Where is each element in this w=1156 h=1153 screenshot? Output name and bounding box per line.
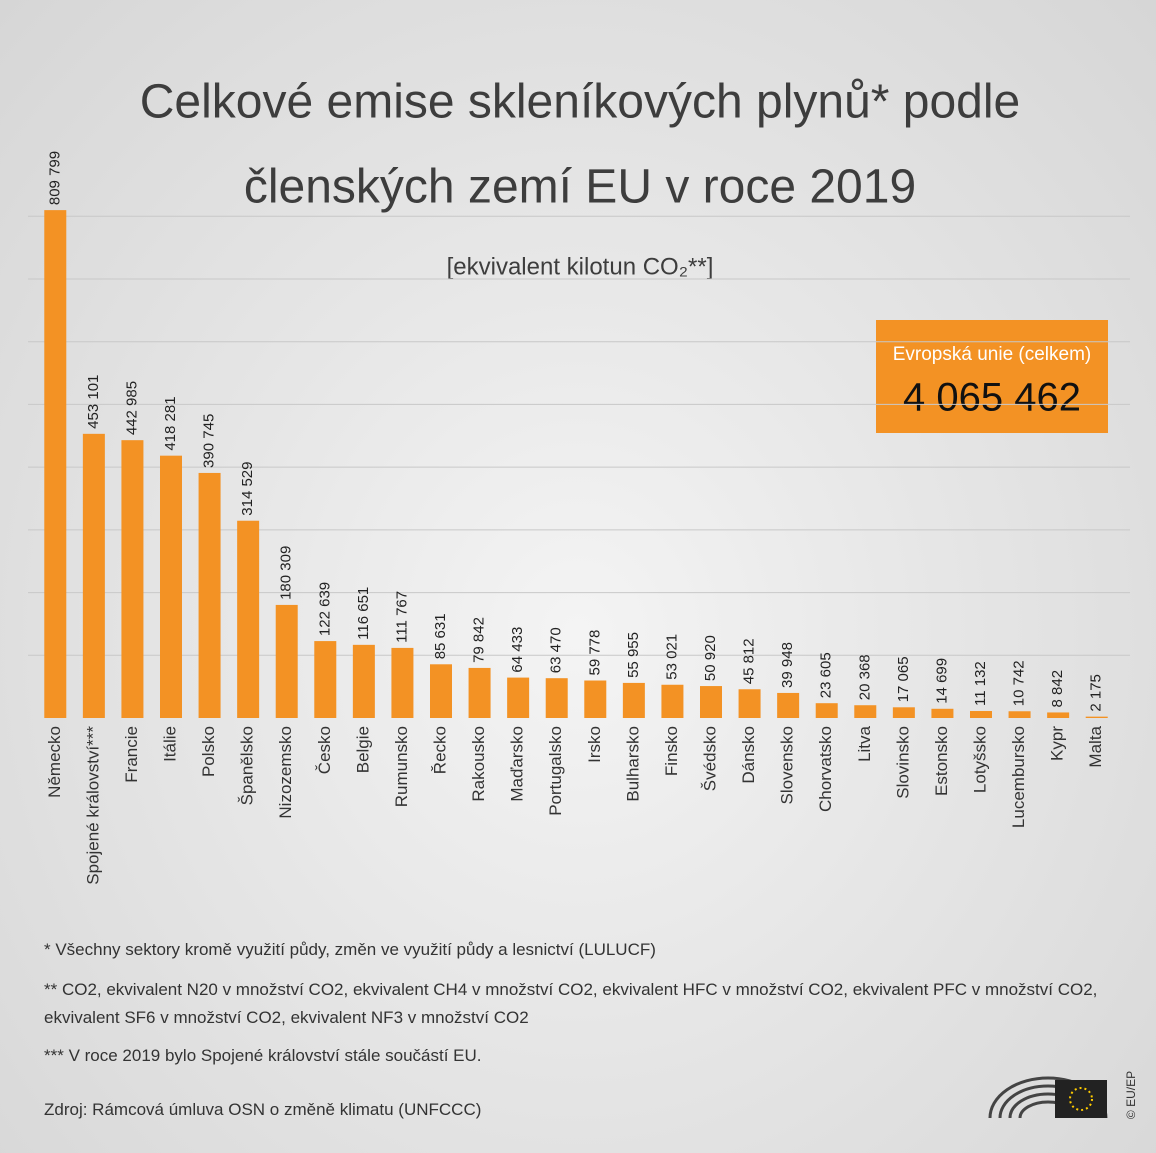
value-label: 180 309 (278, 546, 295, 600)
x-tick-label: Maďarsko (508, 726, 527, 802)
value-label: 14 699 (933, 658, 950, 704)
x-tick-label: Bulharsko (623, 726, 642, 802)
value-label: 314 529 (239, 462, 256, 516)
bar (160, 455, 182, 718)
x-tick-label: Kypr (1048, 726, 1067, 761)
bar (1085, 716, 1108, 718)
x-tick-label: Irsko (585, 726, 604, 763)
x-tick-label: Francie (122, 726, 141, 783)
value-label: 442 985 (123, 381, 140, 435)
value-label: 453 101 (85, 375, 102, 429)
x-tick-label: Polsko (199, 726, 218, 777)
x-tick-label: Belgie (353, 726, 372, 773)
value-label: 111 767 (393, 591, 410, 643)
value-label: 45 812 (741, 638, 758, 684)
x-tick-label: Lucembursko (1009, 726, 1028, 828)
bar (622, 682, 645, 718)
bar (82, 433, 105, 718)
bar (121, 440, 144, 718)
footnote: ** CO2, ekvivalent N20 v množství CO2, e… (44, 980, 1098, 1027)
bar (815, 703, 838, 718)
x-tick-label: Rumunsko (392, 726, 411, 807)
footnote: * Všechny sektory kromě využití půdy, zm… (44, 940, 656, 959)
value-label: 20 368 (856, 654, 873, 700)
value-label: 418 281 (162, 396, 179, 450)
bar (661, 684, 684, 718)
value-label: 50 920 (702, 635, 719, 681)
value-label: 122 639 (316, 582, 333, 636)
x-tick-label: Řecko (430, 726, 449, 774)
x-tick-label: Nizozemsko (276, 726, 295, 819)
credit: © EU/EP (1124, 1071, 1138, 1119)
value-label: 55 955 (625, 632, 642, 678)
bar (507, 677, 530, 718)
bar (545, 678, 568, 718)
value-label: 17 065 (895, 656, 912, 702)
x-tick-label: Lotyšsko (970, 726, 989, 793)
value-label: 10 742 (1011, 660, 1028, 706)
x-tick-label: Finsko (662, 726, 681, 776)
value-label: 53 021 (663, 634, 680, 680)
value-label: 23 605 (818, 652, 835, 698)
total-label: Evropská unie (celkem) (893, 344, 1092, 365)
x-tick-label: Portugalsko (546, 726, 565, 816)
bar (738, 689, 761, 718)
x-tick-label: Německo (45, 726, 64, 798)
chart-title: členských zemí EU v roce 2019 (244, 161, 916, 214)
chart-subtitle: [ekvivalent kilotun CO₂**] (447, 253, 714, 280)
x-tick-label: Česko (315, 726, 334, 774)
bar (198, 472, 221, 718)
value-label: 11 132 (972, 661, 989, 706)
x-tick-label: Dánsko (739, 726, 758, 784)
bar (584, 680, 607, 718)
x-tick-label: Chorvatsko (816, 726, 835, 812)
value-label: 2 175 (1088, 674, 1105, 712)
bar (237, 520, 260, 718)
total-box (876, 320, 1108, 433)
bar (391, 647, 414, 718)
bar (44, 210, 67, 719)
x-tick-label: Spojené království*** (83, 726, 102, 885)
logo (988, 1076, 1108, 1119)
bar (1047, 712, 1070, 718)
value-label: 809 799 (46, 151, 63, 205)
bar (700, 686, 722, 718)
bar (314, 641, 337, 718)
bar (970, 711, 992, 718)
bar (275, 604, 298, 718)
x-tick-label: Litva (855, 725, 874, 761)
bar (1008, 711, 1031, 718)
x-tick-label: Estonsko (932, 726, 951, 796)
chart-title: Celkové emise skleníkových plynů* podle (140, 76, 1020, 129)
value-label: 59 778 (586, 630, 603, 676)
bar (777, 692, 800, 718)
footnote: *** V roce 2019 bylo Spojené království … (44, 1046, 482, 1065)
x-tick-label: Rakousko (469, 726, 488, 802)
x-tick-label: Švédsko (700, 726, 719, 791)
total-value: 4 065 462 (903, 376, 1081, 420)
source: Zdroj: Rámcová úmluva OSN o změně klimat… (44, 1100, 482, 1119)
value-label: 63 470 (548, 627, 565, 673)
bar (931, 708, 954, 718)
bar (892, 707, 915, 718)
value-label: 116 651 (355, 587, 372, 640)
bar (468, 667, 491, 718)
bar (430, 664, 452, 718)
value-label: 85 631 (432, 613, 449, 659)
value-label: 39 948 (779, 642, 796, 688)
x-tick-label: Slovinsko (893, 726, 912, 799)
x-tick-label: Slovensko (778, 726, 797, 804)
bar (854, 705, 877, 718)
bar (352, 644, 375, 718)
value-label: 390 745 (201, 414, 218, 468)
x-tick-label: Itálie (160, 726, 179, 762)
value-label: 64 433 (509, 627, 526, 673)
value-label: 8 842 (1049, 670, 1066, 708)
x-tick-label: Španělsko (238, 726, 257, 805)
value-label: 79 842 (471, 617, 488, 663)
x-tick-label: Malta (1086, 725, 1105, 767)
